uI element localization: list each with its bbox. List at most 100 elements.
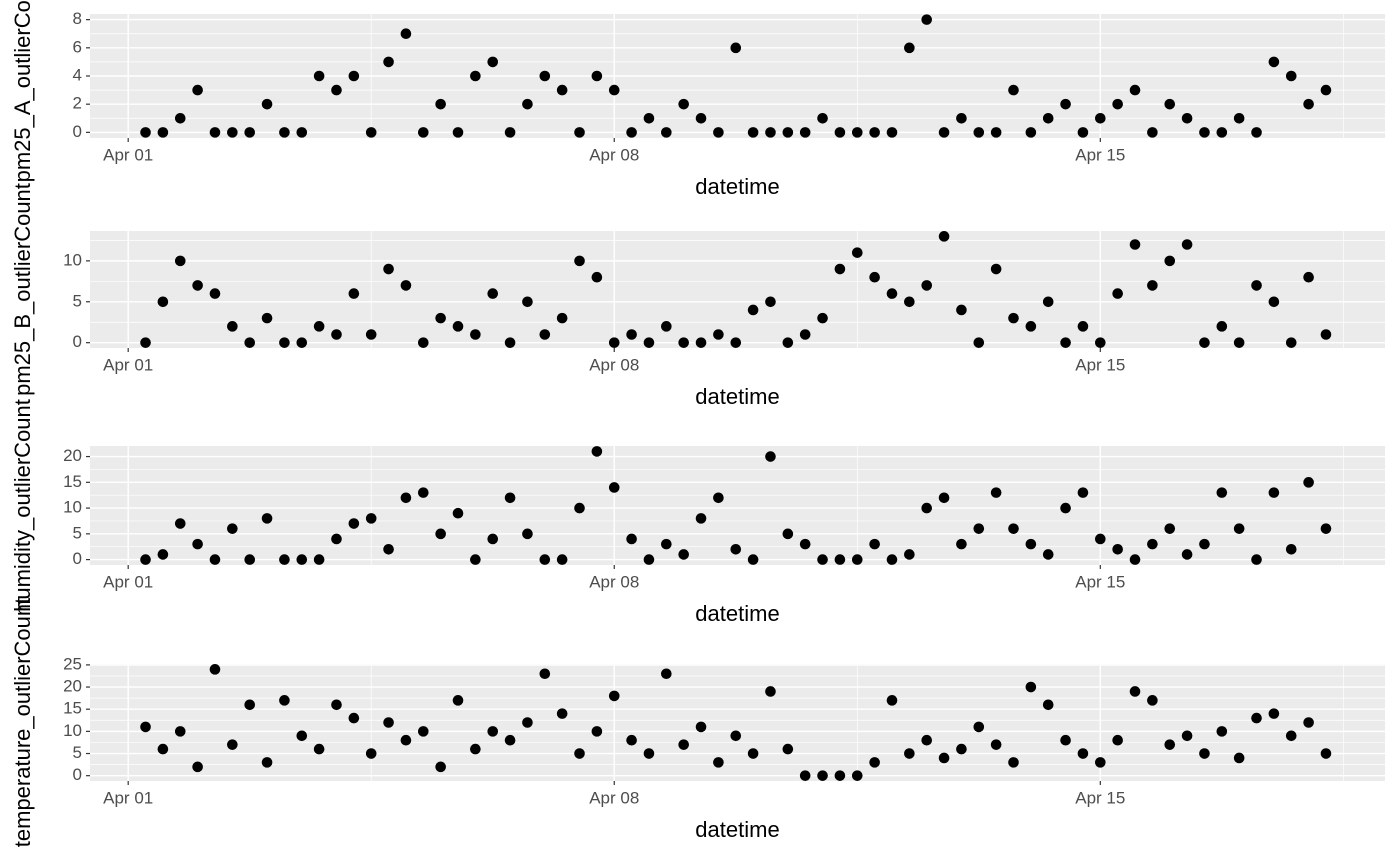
point bbox=[869, 757, 880, 768]
y-tick-label: 0 bbox=[73, 122, 82, 141]
point bbox=[539, 668, 551, 680]
point bbox=[417, 726, 429, 737]
y-tick-label: 10 bbox=[63, 250, 82, 269]
point bbox=[956, 743, 967, 755]
point bbox=[817, 312, 828, 324]
point bbox=[574, 748, 585, 759]
point bbox=[1233, 523, 1245, 534]
y-tick-label: 8 bbox=[73, 9, 82, 28]
point bbox=[765, 296, 776, 308]
point bbox=[990, 487, 1002, 498]
point bbox=[296, 337, 308, 348]
point bbox=[261, 98, 273, 110]
point bbox=[452, 695, 464, 706]
point bbox=[765, 127, 776, 138]
x-axis-title: datetime bbox=[695, 384, 779, 409]
point bbox=[417, 487, 429, 498]
point bbox=[661, 127, 672, 138]
point bbox=[348, 518, 360, 529]
x-tick-label: Apr 01 bbox=[103, 572, 153, 591]
point bbox=[261, 312, 273, 324]
point bbox=[1060, 98, 1071, 110]
point bbox=[1008, 312, 1019, 324]
point bbox=[348, 712, 360, 724]
point bbox=[487, 726, 499, 737]
point bbox=[869, 127, 880, 138]
point bbox=[713, 757, 724, 768]
point bbox=[851, 554, 863, 565]
point bbox=[487, 288, 499, 299]
point bbox=[1008, 84, 1019, 96]
point bbox=[1042, 296, 1054, 308]
point bbox=[209, 554, 221, 565]
point bbox=[1320, 84, 1332, 96]
point bbox=[1042, 112, 1054, 124]
x-tick-label: Apr 08 bbox=[589, 572, 639, 591]
point bbox=[1095, 757, 1106, 768]
point bbox=[643, 337, 655, 348]
point bbox=[522, 98, 533, 110]
point bbox=[1164, 255, 1176, 267]
point bbox=[886, 695, 898, 706]
point bbox=[643, 554, 655, 565]
point bbox=[1251, 127, 1262, 138]
point bbox=[834, 554, 846, 565]
point bbox=[904, 748, 915, 759]
point bbox=[522, 717, 533, 728]
point bbox=[1077, 127, 1089, 138]
point bbox=[938, 492, 950, 504]
point bbox=[851, 770, 863, 781]
point bbox=[1303, 271, 1314, 283]
x-tick-label: Apr 08 bbox=[589, 145, 639, 164]
point bbox=[504, 127, 516, 138]
point bbox=[799, 770, 811, 781]
y-tick-label: 20 bbox=[63, 677, 82, 696]
point bbox=[435, 98, 446, 110]
point bbox=[556, 84, 568, 96]
x-axis-title: datetime bbox=[695, 817, 779, 842]
point bbox=[626, 533, 637, 545]
point bbox=[608, 337, 620, 348]
point bbox=[1164, 98, 1176, 110]
point bbox=[1285, 730, 1297, 742]
point bbox=[1060, 734, 1071, 746]
point bbox=[1181, 549, 1193, 560]
point bbox=[1303, 477, 1314, 488]
x-tick-label: Apr 15 bbox=[1075, 145, 1125, 164]
point bbox=[157, 296, 169, 308]
point bbox=[904, 42, 915, 54]
point bbox=[227, 127, 238, 138]
point bbox=[1251, 712, 1262, 724]
point bbox=[400, 492, 412, 504]
point bbox=[470, 70, 481, 82]
point bbox=[678, 739, 689, 750]
point bbox=[539, 329, 551, 340]
point bbox=[400, 28, 412, 40]
point bbox=[1303, 717, 1314, 728]
point bbox=[626, 127, 637, 138]
point bbox=[713, 492, 724, 504]
point bbox=[1181, 112, 1193, 124]
point bbox=[747, 748, 759, 759]
point bbox=[851, 247, 863, 258]
point bbox=[1251, 554, 1262, 565]
point bbox=[279, 695, 290, 706]
point bbox=[1025, 538, 1037, 550]
point bbox=[574, 502, 585, 514]
point bbox=[1320, 523, 1332, 534]
point bbox=[157, 743, 169, 755]
point bbox=[279, 127, 290, 138]
point bbox=[695, 337, 707, 348]
point bbox=[470, 743, 481, 755]
point bbox=[747, 554, 759, 565]
point bbox=[504, 337, 516, 348]
point bbox=[1285, 70, 1297, 82]
point bbox=[400, 734, 412, 746]
point bbox=[1147, 280, 1158, 291]
point bbox=[973, 523, 985, 534]
point bbox=[713, 329, 724, 340]
point bbox=[886, 554, 898, 565]
point bbox=[608, 690, 620, 702]
point bbox=[1112, 98, 1123, 110]
